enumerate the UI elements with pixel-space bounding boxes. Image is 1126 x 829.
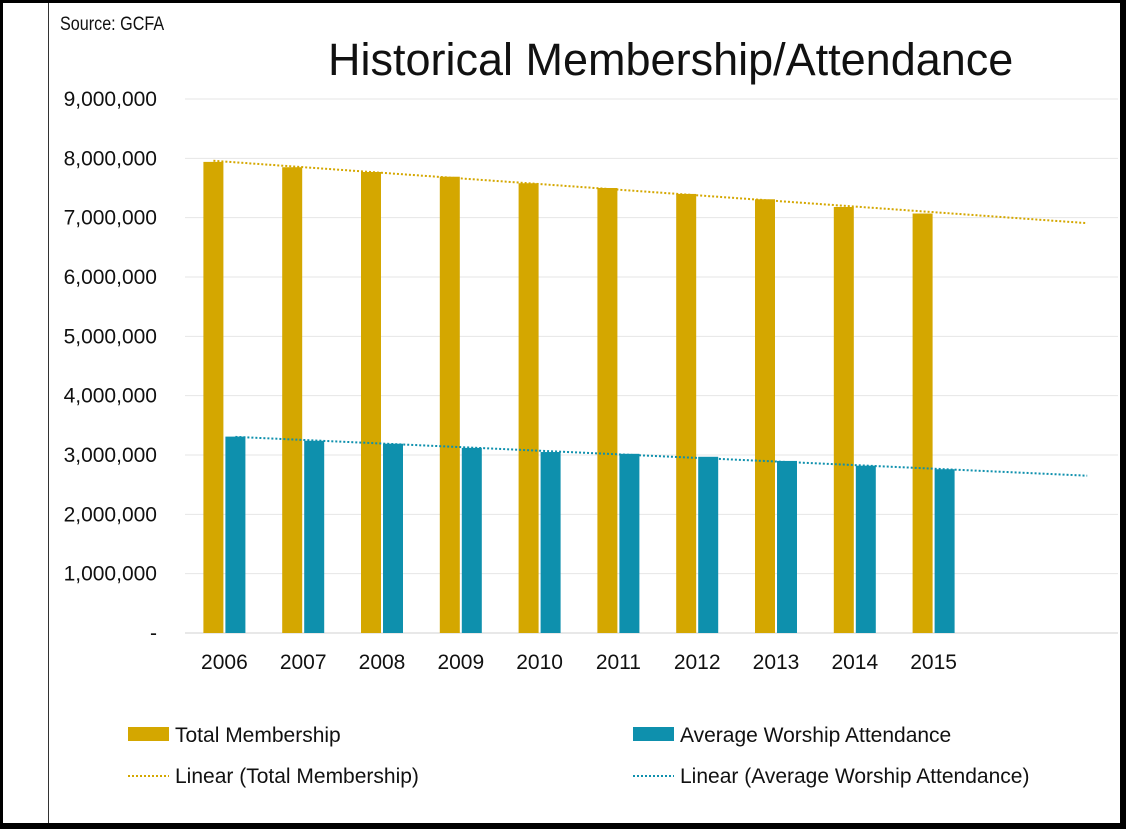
y-tick-label: 5,000,000 <box>64 325 157 348</box>
source-note: Source: GCFA <box>60 14 165 35</box>
x-tick-label: 2009 <box>437 651 484 674</box>
bar-0-2008 <box>361 171 381 634</box>
bar-1-2007 <box>304 440 325 633</box>
x-tick-label: 2007 <box>280 651 327 674</box>
bar-1-2013 <box>777 460 797 633</box>
y-tick-label: 1,000,000 <box>64 563 157 586</box>
legend-swatch-1 <box>633 727 674 741</box>
bar-0-2012 <box>676 193 697 633</box>
legend-label-1: Average Worship Attendance <box>680 724 951 747</box>
x-tick-label: 2013 <box>753 651 800 674</box>
bar-1-2015 <box>934 469 955 633</box>
bar-1-2010 <box>540 452 561 633</box>
x-tick-label: 2015 <box>910 651 957 674</box>
y-tick-label: 3,000,000 <box>64 444 157 467</box>
y-tick-label: 4,000,000 <box>64 385 157 408</box>
legend-trend-label-1: Linear (Average Worship Attendance) <box>680 765 1029 788</box>
y-tick-label: - <box>150 622 157 645</box>
x-tick-label: 2008 <box>359 651 406 674</box>
x-tick-label: 2011 <box>596 651 641 674</box>
divider-line <box>48 3 49 823</box>
bar-1-2006 <box>225 436 246 633</box>
y-tick-label: 9,000,000 <box>64 88 157 111</box>
bar-0-2010 <box>518 183 539 633</box>
bar-0-2011 <box>597 188 618 633</box>
y-tick-label: 7,000,000 <box>64 207 157 230</box>
bar-0-2015 <box>912 213 933 633</box>
bar-0-2009 <box>439 176 460 633</box>
legend-swatch-0 <box>128 727 169 741</box>
legend-trend-label-0: Linear (Total Membership) <box>175 765 419 788</box>
trendline-0 <box>213 159 1088 225</box>
bar-1-2011 <box>619 453 640 633</box>
bar-0-2014 <box>833 206 854 633</box>
bar-0-2006 <box>203 161 224 634</box>
y-tick-label: 8,000,000 <box>64 147 157 170</box>
y-tick-label: 2,000,000 <box>64 503 157 526</box>
legend-label-0: Total Membership <box>175 724 341 747</box>
bar-1-2014 <box>855 465 876 633</box>
x-tick-label: 2012 <box>674 651 721 674</box>
bar-1-2008 <box>383 443 403 633</box>
bar-1-2012 <box>698 456 719 633</box>
x-tick-label: 2010 <box>516 651 563 674</box>
x-tick-label: 2006 <box>201 651 248 674</box>
chart-title: Historical Membership/Attendance <box>328 34 1014 85</box>
bar-0-2013 <box>755 199 775 634</box>
bar-0-2007 <box>282 167 303 633</box>
bar-1-2009 <box>461 447 482 633</box>
x-tick-label: 2014 <box>831 651 878 674</box>
chart-frame <box>3 3 1120 823</box>
y-tick-label: 6,000,000 <box>64 266 157 289</box>
